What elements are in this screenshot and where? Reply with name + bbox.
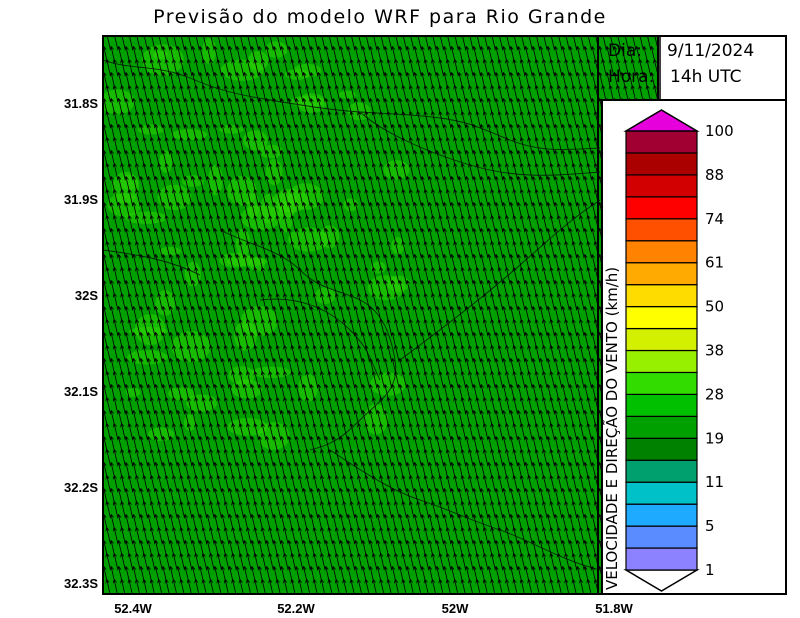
colorbar-segment [625,327,698,352]
lat-label-31-8s: 31.8S [64,96,98,111]
colorbar-level-label: 74 [705,210,724,228]
latitude-axis: 31.8S 31.9S 32S 32.1S 32.2S 32.3S [64,96,98,591]
colorbar-segment [625,262,698,286]
colorbar-segment [625,459,698,483]
gust-patch [247,192,260,219]
legend-title: VELOCIDADE E DIREÇÃO DO VENTO (km/h) [602,267,621,590]
colorbar-level-label: 19 [705,429,724,447]
time-label: Hora: [608,67,654,87]
colorbar-segment [625,503,698,527]
gust-patch [202,38,217,64]
colorbar-segment [625,349,698,374]
gust-patch [288,227,330,252]
colorbar-segment [625,130,698,154]
gust-patch [186,394,218,412]
longitude-axis: 52.4W 52.2W 52W 51.8W [114,601,633,616]
gust-patch [293,63,322,78]
gust-patch [278,200,294,233]
time-value: 14h UTC [670,67,742,87]
lon-label-51-8w: 51.8W [595,601,633,616]
colorbar-segment [625,481,698,505]
colorbar: 1 5 11 19 28 38 50 61 74 88 100 [623,109,734,592]
colorbar-segment [625,437,698,461]
colorbar-level-label: 38 [705,342,724,360]
lat-label-32s: 32S [75,288,98,303]
lat-label-32-3s: 32.3S [64,576,98,591]
gust-patch [124,211,168,224]
gust-patch [227,176,257,206]
colorbar-level-label: 1 [705,561,715,579]
colorbar-segment [625,415,698,439]
lon-label-52w: 52W [442,601,469,616]
colorbar-segment [625,547,698,571]
lat-label-31-9s: 31.9S [64,192,98,207]
colorbar-segment [625,525,698,549]
colorbar-segment [625,284,698,308]
colorbar-segment [625,393,698,417]
date-label: Dia: [608,41,642,61]
colorbar-level-label: 100 [705,122,734,140]
lon-label-52-4w: 52.4W [114,601,152,616]
page-title: Previsão do modelo WRF para Rio Grande [153,6,607,28]
gust-patch [259,144,283,159]
gust-patch [338,90,356,99]
gust-patches [103,38,410,450]
colorbar-segment [625,371,698,396]
gust-patch [343,198,359,212]
colorbar-segment [625,306,698,330]
lat-label-32-2s: 32.2S [64,480,98,495]
colorbar-level-label: 28 [705,385,724,403]
gust-patch [228,366,255,385]
gust-patch [141,44,184,76]
gust-patch [107,193,142,217]
gust-patch [391,237,405,255]
gust-patch [155,290,175,316]
gust-patch [227,417,268,436]
gust-patch [159,150,173,173]
colorbar-segment [625,152,698,176]
lon-label-52-2w: 52.2W [277,601,315,616]
colorbar-segment [625,174,698,198]
gust-patch [284,69,310,80]
gust-patch [265,41,288,58]
gust-patch [125,387,141,398]
colorbar-max-triangle [623,109,700,132]
info-box: Dia: 9/11/2024 Hora: 14h UTC [597,35,787,101]
wind-vectors [103,36,658,594]
gust-patch [276,190,298,218]
colorbar-level-label: 5 [705,517,715,535]
gust-patch [103,89,135,115]
colorbar-level-label: 88 [705,166,724,184]
colorbar-level-label: 11 [705,473,724,491]
gust-patch [226,256,268,267]
gust-patch [265,158,283,186]
date-value: 9/11/2024 [667,41,754,61]
colorbar-segment [625,218,698,242]
lat-label-32-1s: 32.1S [64,384,98,399]
gust-patch [240,204,281,231]
gust-patch [257,422,290,450]
gust-patch [387,275,410,292]
gust-patch [240,306,278,337]
gust-patch [158,246,182,256]
colorbar-segment [625,196,698,220]
colorbar-segment [625,240,698,264]
wind-field [103,36,658,594]
colorbar-level-label: 50 [705,298,724,316]
gust-patch [370,261,386,274]
gust-patch [235,228,251,258]
gust-patch [181,175,204,187]
colorbar-level-label: 61 [705,254,724,272]
wind-vector-grid [103,36,658,594]
